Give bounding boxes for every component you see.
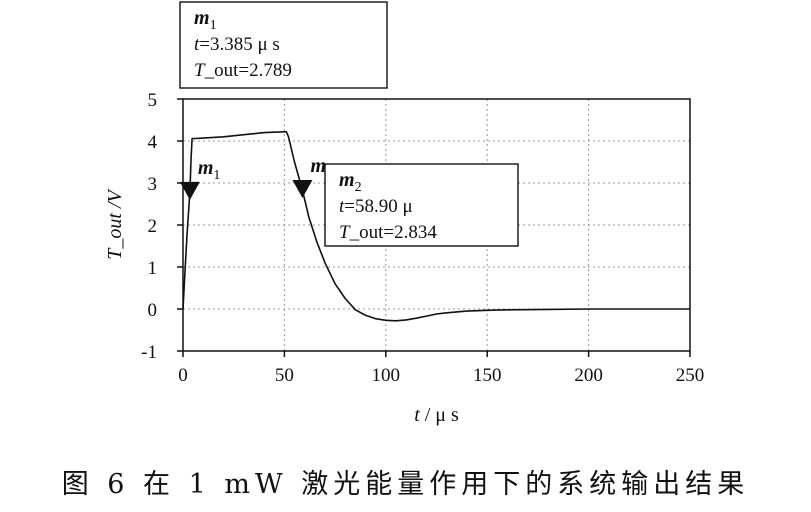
y-tick-label: 5 [148,90,158,111]
x-axis-title: t / μ s [414,404,459,426]
y-tick-label: 2 [148,216,158,237]
figure-caption: 图 6 在 1 mW 激光能量作用下的系统输出结果 [61,469,750,500]
y-tick-label: 1 [148,258,158,279]
annotation-marker-name: m1 [194,7,217,33]
marker-label: m1 [198,157,221,183]
annotation-value: T_out=2.789 [194,60,292,81]
series [182,131,690,322]
annotation-time: t=3.385 μ s [194,34,280,55]
y-tick-label: 0 [148,300,158,321]
marker-m1 [179,181,200,200]
x-tick-label: 200 [574,365,603,386]
y-tick-label: 3 [148,174,158,195]
x-tick-label: 50 [275,365,294,386]
series-line [182,131,690,322]
markers: m1m2 [179,155,333,200]
x-tick-label: 150 [473,365,502,386]
x-tick-label: 0 [178,365,188,386]
y-axis-title: T_out /V [104,187,126,259]
y-tick-label: -1 [141,342,157,363]
annotation-value: T_out=2.834 [339,222,437,243]
ticks: 0 50 100 150 200 250 -1 0 1 2 3 4 5 [141,90,704,386]
x-tick-label: 250 [676,365,705,386]
marker-m2 [292,179,313,198]
annotation-time: t=58.90 μ [339,196,413,217]
annotation-frame [179,1,388,89]
x-tick-label: 100 [372,365,401,386]
annotation-frame [324,163,519,247]
annotation-marker-name: m2 [339,169,362,195]
annotation-box-m2: m2t=58.90 μ T_out=2.834 [324,163,519,247]
y-tick-label: 4 [148,132,158,153]
annotation-box-m1: m1t=3.385 μ s T_out=2.789 [179,1,388,89]
